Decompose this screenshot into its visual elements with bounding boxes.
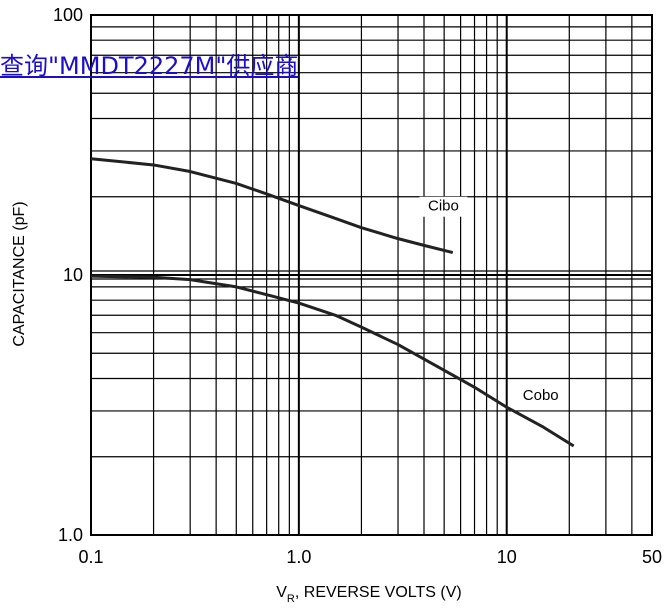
series-layer: Cibo Cobo xyxy=(90,157,575,448)
series-label-cobo: Cobo xyxy=(523,387,559,404)
plot-frame xyxy=(90,14,653,536)
y-tick-label: 1.0 xyxy=(58,525,83,545)
series-line-cobo xyxy=(90,274,575,448)
x-axis-title-main: V xyxy=(276,584,287,601)
series-label-cibo: Cibo xyxy=(428,198,459,215)
x-tick-label: 1.0 xyxy=(286,547,311,567)
series-label-background xyxy=(516,386,565,407)
y-axis-title: CAPACITANCE (pF) xyxy=(11,201,28,346)
x-tick-label: 0.1 xyxy=(78,547,103,567)
x-tick-label: 10 xyxy=(497,547,517,567)
x-tick-label: 50 xyxy=(642,547,662,567)
supplier-search-link[interactable]: 查询"MMDT2227M"供应商 xyxy=(0,52,299,80)
x-axis-title-rest: , REVERSE VOLTS (V) xyxy=(295,584,462,601)
y-tick-label: 100 xyxy=(53,5,83,25)
y-tick-label: 10 xyxy=(63,265,83,285)
x-axis-title-subscript: R xyxy=(287,593,295,605)
series-line-cibo xyxy=(90,157,454,255)
grid xyxy=(90,15,653,536)
series-label-background xyxy=(419,196,468,217)
x-axis-title: VR, REVERSE VOLTS (V) xyxy=(276,584,461,605)
